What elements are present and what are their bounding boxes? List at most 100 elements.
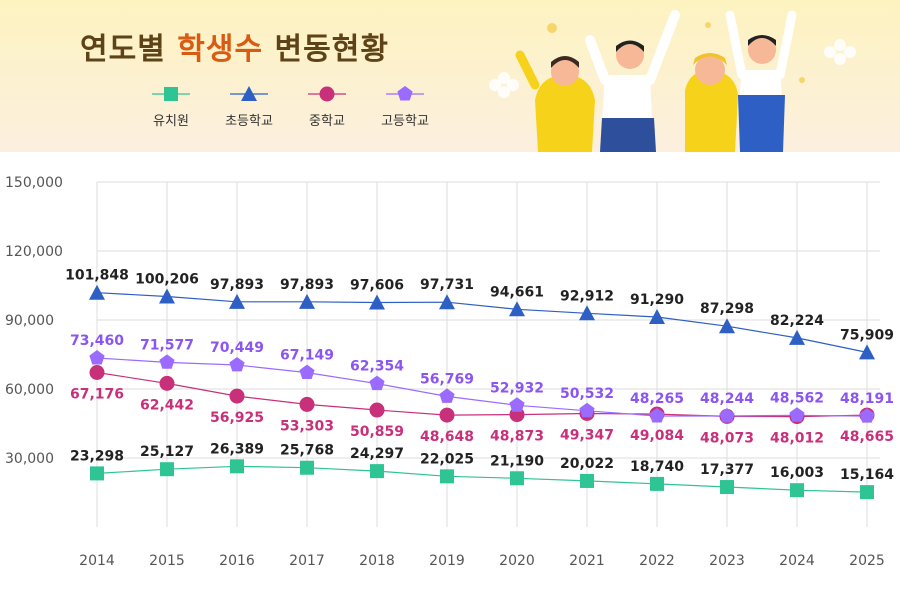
data-label: 50,859 [350, 424, 404, 440]
data-point [369, 375, 385, 391]
data-label: 97,731 [420, 277, 474, 293]
legend-marker-circle-icon [319, 86, 335, 102]
legend-label: 고등학교 [381, 114, 429, 129]
data-label: 101,848 [65, 268, 129, 284]
data-point [300, 460, 314, 475]
data-label: 21,190 [490, 453, 544, 469]
title-part2: 변동현황 [274, 32, 389, 67]
data-point [159, 375, 175, 391]
data-point [90, 466, 104, 481]
data-point [229, 357, 245, 372]
data-label: 48,562 [770, 390, 824, 406]
data-label: 75,909 [840, 327, 894, 343]
data-point [649, 309, 665, 325]
series-markers-1: 101,848 100,206 97,893 97,893 97,606 97,731 94… [65, 268, 894, 360]
data-label: 67,176 [70, 386, 124, 402]
data-point [160, 462, 174, 477]
legend-label: 중학교 [309, 114, 345, 129]
legend-marker-triangle-icon [241, 86, 257, 101]
data-point [790, 483, 804, 498]
data-point [580, 473, 594, 488]
data-point [719, 318, 735, 334]
data-label: 20,022 [560, 456, 614, 472]
data-label: 49,084 [630, 428, 684, 444]
data-label: 48,073 [700, 430, 754, 446]
data-point [510, 471, 524, 486]
x-tick-label: 2019 [429, 553, 465, 569]
data-point [299, 293, 315, 309]
data-label: 94,661 [490, 284, 544, 300]
legend-item-1: 초등학교 [223, 82, 275, 129]
series-line [96, 292, 868, 353]
legend-label: 유치원 [153, 114, 189, 129]
data-point [89, 284, 105, 300]
series-line [96, 357, 868, 417]
series-markers-3: 73,460 71,577 70,449 67,149 62,354 56,769 52,9… [70, 333, 894, 423]
data-point [579, 305, 595, 321]
x-tick-label: 2020 [499, 553, 535, 569]
title-part1: 연도별 [80, 32, 166, 67]
data-label: 97,893 [210, 277, 264, 293]
data-label: 71,577 [140, 337, 194, 353]
data-label: 70,449 [210, 340, 264, 356]
data-label: 16,003 [770, 465, 824, 481]
y-tick-label: 120,000 [5, 244, 63, 260]
data-point [89, 364, 105, 380]
legend-item-2: 중학교 [301, 82, 353, 129]
data-label: 82,224 [770, 313, 824, 329]
data-label: 26,389 [210, 441, 264, 457]
legend-marker-pentagon-icon [397, 86, 413, 101]
data-point [369, 294, 385, 310]
data-point [159, 354, 175, 369]
data-label: 52,932 [490, 380, 544, 396]
data-point [720, 480, 734, 495]
cheering-students-illustration [489, 10, 856, 152]
line-chart: 30,000 60,000 90,000 120,000 150,000 2014 2015… [5, 175, 894, 569]
series-3 [96, 357, 868, 417]
data-label: 56,769 [420, 371, 474, 387]
data-point [859, 408, 875, 423]
data-point [439, 407, 455, 423]
x-tick-label: 2016 [219, 553, 255, 569]
data-point [719, 408, 735, 423]
x-tick-label: 2024 [779, 553, 815, 569]
data-label: 62,442 [140, 397, 194, 413]
legend-marker-square-icon [164, 87, 178, 101]
legend-item-0: 유치원 [145, 82, 197, 129]
data-label: 53,303 [280, 418, 334, 434]
data-point [439, 388, 455, 403]
data-point [229, 388, 245, 404]
series-line [96, 465, 868, 493]
x-tick-label: 2014 [79, 553, 115, 569]
x-tick-label: 2021 [569, 553, 605, 569]
data-label: 92,912 [560, 288, 614, 304]
x-tick-label: 2015 [149, 553, 185, 569]
legend-item-3: 고등학교 [379, 82, 431, 129]
data-point [649, 408, 665, 423]
data-point [509, 397, 525, 412]
data-point [229, 293, 245, 309]
data-point [859, 344, 875, 360]
data-label: 48,244 [700, 391, 754, 407]
data-label: 97,893 [280, 277, 334, 293]
data-label: 23,298 [70, 448, 124, 464]
data-point [89, 350, 105, 365]
data-label: 67,149 [280, 348, 334, 364]
data-point [650, 476, 664, 491]
data-label: 73,460 [70, 333, 124, 349]
data-point [370, 464, 384, 479]
data-point [579, 402, 595, 418]
data-point [159, 288, 175, 304]
x-tick-label: 2023 [709, 553, 745, 569]
data-point [509, 301, 525, 317]
x-tick-label: 2022 [639, 553, 675, 569]
page-title: 연도별 학생수 변동현황 [80, 24, 389, 68]
data-label: 50,532 [560, 386, 614, 402]
data-label: 15,164 [840, 467, 894, 483]
data-point [369, 402, 385, 418]
series-1 [96, 292, 868, 353]
data-point [299, 364, 315, 379]
data-label: 22,025 [420, 451, 474, 467]
data-point [860, 485, 874, 500]
x-tick-label: 2025 [849, 553, 885, 569]
